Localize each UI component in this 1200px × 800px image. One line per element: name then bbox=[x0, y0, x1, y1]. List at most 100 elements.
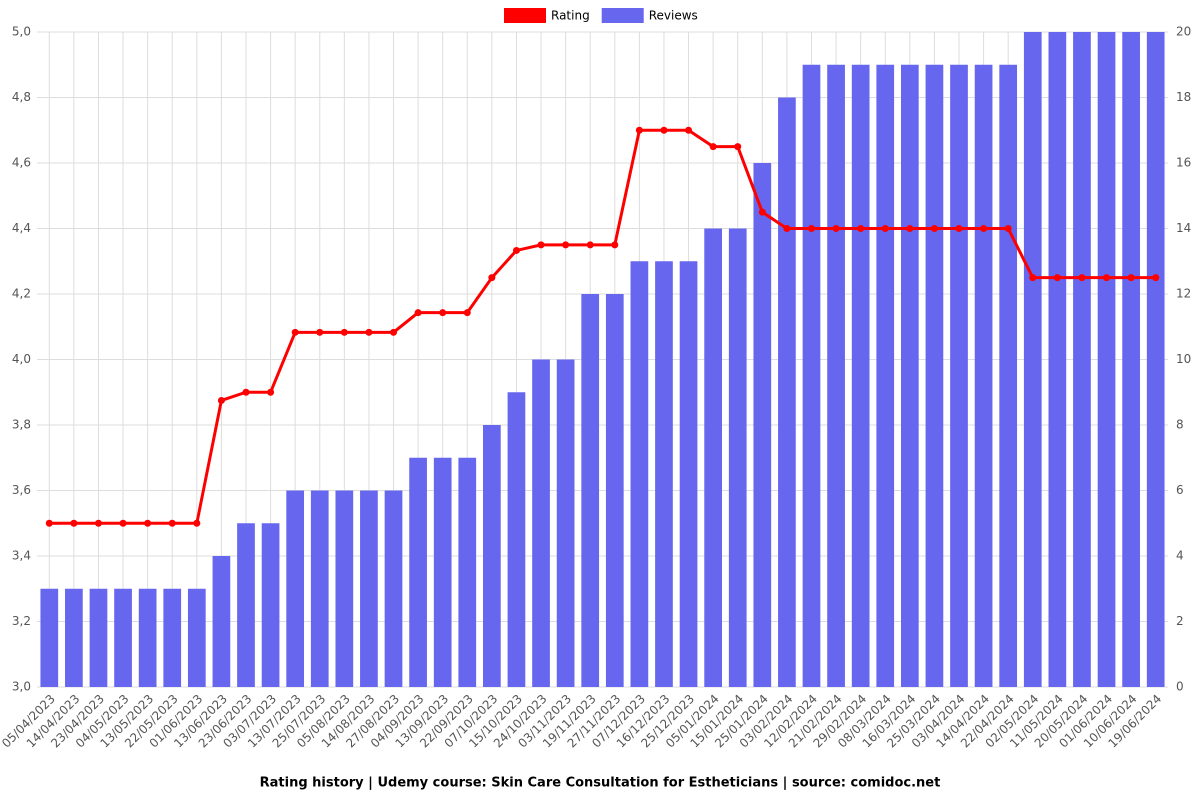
point bbox=[881, 225, 889, 232]
legend-swatch bbox=[504, 8, 546, 23]
point bbox=[635, 126, 643, 134]
point bbox=[857, 225, 865, 232]
point bbox=[586, 241, 594, 249]
point bbox=[267, 388, 275, 396]
point bbox=[758, 208, 766, 216]
bar bbox=[630, 261, 649, 687]
point bbox=[709, 143, 717, 151]
bar bbox=[974, 64, 993, 687]
point bbox=[1029, 274, 1037, 282]
point bbox=[144, 519, 152, 527]
bar bbox=[605, 294, 624, 687]
bar bbox=[556, 359, 575, 687]
y-tick-label: 3,4 bbox=[12, 549, 31, 563]
bar bbox=[286, 490, 305, 687]
point bbox=[611, 241, 619, 249]
point bbox=[512, 246, 520, 254]
bar bbox=[950, 64, 968, 687]
point bbox=[463, 309, 471, 317]
bar bbox=[753, 163, 772, 687]
point bbox=[930, 225, 938, 232]
y2-tick-label: 0 bbox=[1176, 680, 1184, 694]
point bbox=[70, 519, 78, 527]
point bbox=[94, 519, 102, 527]
point bbox=[1004, 225, 1012, 232]
point bbox=[365, 328, 373, 336]
point bbox=[562, 241, 570, 249]
point bbox=[439, 309, 447, 317]
point bbox=[217, 396, 225, 404]
bar bbox=[1122, 32, 1140, 687]
point bbox=[390, 328, 398, 336]
point bbox=[242, 388, 250, 396]
y-tick-label: 3,0 bbox=[12, 680, 31, 694]
bar bbox=[483, 425, 501, 687]
bar bbox=[827, 64, 845, 687]
bar bbox=[507, 392, 526, 687]
y2-tick-label: 12 bbox=[1176, 287, 1191, 301]
y2-tick-label: 16 bbox=[1176, 156, 1191, 170]
y-tick-label: 4,6 bbox=[12, 156, 31, 170]
legend-swatch bbox=[601, 8, 644, 23]
bar bbox=[581, 294, 600, 687]
y-tick-label: 3,8 bbox=[12, 418, 31, 432]
bar bbox=[925, 64, 944, 687]
point bbox=[168, 519, 176, 527]
y2-tick-label: 8 bbox=[1176, 418, 1184, 432]
bar bbox=[900, 64, 919, 687]
point bbox=[1127, 274, 1135, 282]
point bbox=[783, 225, 791, 232]
bar bbox=[40, 588, 59, 687]
bar bbox=[458, 457, 477, 687]
bar bbox=[65, 588, 83, 687]
point bbox=[1078, 274, 1086, 282]
y2-tick-label: 10 bbox=[1176, 352, 1191, 366]
y2-tick-label: 18 bbox=[1176, 90, 1191, 104]
bar bbox=[876, 64, 895, 687]
bar bbox=[187, 588, 206, 687]
bar bbox=[163, 588, 182, 687]
y2-tick-label: 4 bbox=[1176, 549, 1184, 563]
y2-tick-label: 6 bbox=[1176, 483, 1184, 497]
point bbox=[316, 328, 324, 336]
point bbox=[832, 225, 840, 232]
y-tick-label: 3,2 bbox=[12, 614, 31, 628]
point bbox=[1103, 274, 1111, 282]
point bbox=[980, 225, 988, 232]
point bbox=[955, 225, 963, 232]
bar bbox=[1146, 32, 1165, 687]
bar bbox=[237, 523, 255, 687]
point bbox=[734, 143, 742, 151]
y-tick-label: 4,2 bbox=[12, 287, 31, 301]
point bbox=[685, 126, 693, 134]
bar bbox=[384, 490, 403, 687]
bar bbox=[114, 588, 132, 687]
bar bbox=[433, 457, 452, 687]
bar bbox=[802, 64, 821, 687]
bar bbox=[89, 588, 108, 687]
y-tick-label: 4,8 bbox=[12, 90, 31, 104]
point bbox=[340, 328, 348, 336]
bar bbox=[261, 523, 280, 687]
bar bbox=[851, 64, 870, 687]
bar bbox=[310, 490, 329, 687]
bar bbox=[655, 261, 673, 687]
point bbox=[906, 225, 914, 232]
legend-label: Rating bbox=[551, 9, 590, 23]
bar bbox=[409, 457, 427, 687]
y-tick-label: 3,6 bbox=[12, 483, 31, 497]
bar bbox=[999, 64, 1018, 687]
point bbox=[660, 126, 668, 134]
y2-tick-label: 20 bbox=[1176, 25, 1191, 39]
point bbox=[537, 241, 545, 249]
y-tick-label: 4,0 bbox=[12, 352, 31, 366]
bar bbox=[778, 97, 796, 687]
legend-label: Reviews bbox=[649, 9, 698, 23]
point bbox=[414, 309, 422, 317]
point bbox=[488, 274, 496, 282]
y2-tick-label: 14 bbox=[1176, 221, 1191, 235]
bar bbox=[1048, 32, 1067, 687]
point bbox=[1053, 274, 1061, 282]
point bbox=[193, 519, 201, 527]
